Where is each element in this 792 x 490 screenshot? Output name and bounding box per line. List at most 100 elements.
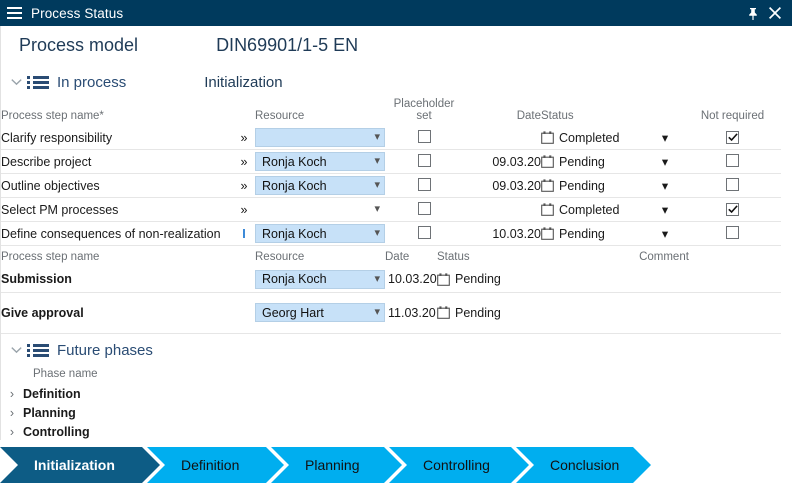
future-phases-table: Phase name › Definition › Planning › Con… (1, 365, 781, 440)
status-badge: Pending (437, 272, 547, 286)
col-comment: Comment (639, 251, 689, 263)
resource-select[interactable]: ▾ (255, 200, 385, 219)
step-name: Select PM processes (1, 197, 233, 222)
placeholder-checkbox[interactable] (417, 225, 431, 239)
step-marker-icon[interactable]: » (233, 197, 255, 222)
list-item[interactable]: › Definition (1, 384, 781, 403)
placeholder-checkbox[interactable] (417, 153, 431, 167)
resource-cell: Ronja Koch ▾ (255, 173, 385, 198)
status-cell: Pending (437, 291, 547, 333)
placeholder-checkbox[interactable] (417, 201, 431, 215)
status-dropdown-caret[interactable]: ▾ (661, 131, 669, 145)
window-titlebar: Process Status (0, 0, 792, 26)
hamburger-icon[interactable] (7, 7, 22, 19)
chevron-down-icon: ▾ (374, 131, 380, 143)
status-badge: Completed (541, 203, 646, 217)
col-not-required: Not required (700, 110, 765, 122)
table-row[interactable]: Select PM processes » ▾ Completed (1, 197, 781, 222)
phase-name: Planning (23, 405, 76, 420)
process-model-label: Process model (19, 34, 139, 55)
chevron-down-icon[interactable] (7, 346, 25, 354)
phase-nav-item-conclusion[interactable]: Conclusion (516, 447, 651, 483)
list-icon (27, 75, 49, 89)
chevron-right-icon[interactable]: › (9, 424, 15, 439)
approval-step-link[interactable]: Give approval (1, 291, 233, 333)
row-spacer (233, 291, 255, 333)
chevron-down-icon[interactable] (7, 78, 25, 86)
resource-value: Ronja Koch (262, 272, 327, 287)
resource-select[interactable]: Ronja Koch ▾ (255, 152, 385, 171)
phase-nav-item-controlling[interactable]: Controlling (389, 447, 529, 483)
table-row[interactable]: Clarify responsibility » ▾ Completed (1, 126, 781, 150)
pin-icon[interactable] (744, 4, 762, 22)
col-resource: Resource (255, 251, 305, 263)
status-text: Pending (455, 272, 501, 287)
chevron-shape (271, 447, 402, 483)
not-required-checkbox[interactable] (726, 153, 739, 167)
not-required-cell (684, 126, 781, 150)
date-value (463, 126, 541, 150)
status-dropdown-caret[interactable]: ▾ (646, 173, 684, 198)
future-phases-section-header: Future phases (1, 337, 792, 363)
resource-select[interactable]: Ronja Koch ▾ (255, 176, 385, 195)
approval-row[interactable]: Submission Ronja Koch ▾ 10.03.20 Pending (1, 267, 781, 292)
not-required-checkbox[interactable] (726, 130, 739, 144)
approval-step-link[interactable]: Submission (1, 272, 72, 287)
col-resource: Resource (255, 110, 305, 122)
step-marker-icon[interactable]: » (233, 173, 255, 198)
not-required-checkbox[interactable] (726, 177, 739, 191)
status-badge: Pending (541, 155, 646, 169)
status-dropdown-caret[interactable]: ▾ (646, 197, 684, 222)
window-title: Process Status (31, 5, 124, 21)
not-required-cell (684, 173, 781, 198)
step-marker-icon[interactable]: I (233, 221, 255, 246)
list-item[interactable]: › Planning (1, 403, 781, 422)
list-item[interactable]: › Controlling (1, 422, 781, 440)
step-marker-icon[interactable]: » (240, 130, 248, 145)
in-process-phase: Initialization (204, 73, 283, 91)
resource-select[interactable]: Ronja Koch ▾ (255, 224, 385, 243)
chevron-shape (0, 447, 160, 483)
status-cell: Pending (437, 267, 547, 292)
status-text: Pending (559, 226, 605, 241)
date-value: 10.03.20 (388, 272, 437, 287)
status-dropdown-caret[interactable]: ▾ (646, 149, 684, 174)
resource-select[interactable]: Ronja Koch ▾ (255, 269, 385, 289)
resource-value: Ronja Koch (262, 154, 327, 169)
close-icon[interactable] (766, 4, 784, 22)
process-model-header: Process model DIN69901/1-5 EN (1, 26, 792, 64)
future-phases-title: Future phases (57, 341, 153, 359)
placeholder-checkbox[interactable] (417, 177, 431, 191)
step-name: Outline objectives (1, 173, 233, 198)
phase-nav-item-initialization[interactable]: Initialization (0, 447, 160, 483)
table-row[interactable]: Outline objectives » Ronja Koch ▾ 09.03.… (1, 173, 781, 198)
resource-select[interactable]: Georg Hart ▾ (255, 303, 385, 323)
col-date: Date (516, 110, 541, 122)
table-row[interactable]: Describe project » Ronja Koch ▾ 09.03.20… (1, 149, 781, 174)
chevron-right-icon[interactable]: › (9, 405, 15, 420)
approval-row[interactable]: Give approval Georg Hart ▾ 11.03.20 Pend… (1, 291, 781, 333)
phase-nav-item-planning[interactable]: Planning (271, 447, 402, 483)
table-row[interactable]: Define consequences of non-realization I… (1, 221, 781, 246)
calendar-icon (541, 203, 554, 216)
status-cell: Pending (541, 149, 646, 174)
comment-cell[interactable] (547, 291, 781, 333)
table-header-row: Process step name* Resource Placeholder … (1, 95, 781, 126)
not-required-checkbox[interactable] (726, 202, 739, 216)
placeholder-checkbox[interactable] (417, 129, 431, 143)
col-status-caret (646, 95, 684, 126)
date-value: 09.03.20 (463, 173, 541, 198)
resource-cell: ▾ (255, 126, 385, 150)
status-badge: Pending (437, 306, 547, 320)
chevron-down-icon: ▾ (374, 179, 380, 191)
status-dropdown-caret[interactable]: ▾ (646, 221, 684, 246)
phase-nav-item-definition[interactable]: Definition (147, 447, 284, 483)
resource-cell: Ronja Koch ▾ (255, 149, 385, 174)
resource-select[interactable]: ▾ (255, 128, 385, 147)
chevron-right-icon[interactable]: › (9, 386, 15, 401)
comment-cell[interactable] (547, 267, 781, 292)
not-required-checkbox[interactable] (726, 225, 739, 239)
placeholder-cell (385, 197, 463, 222)
step-marker-icon[interactable]: » (233, 149, 255, 174)
col-status: Status (437, 251, 470, 263)
